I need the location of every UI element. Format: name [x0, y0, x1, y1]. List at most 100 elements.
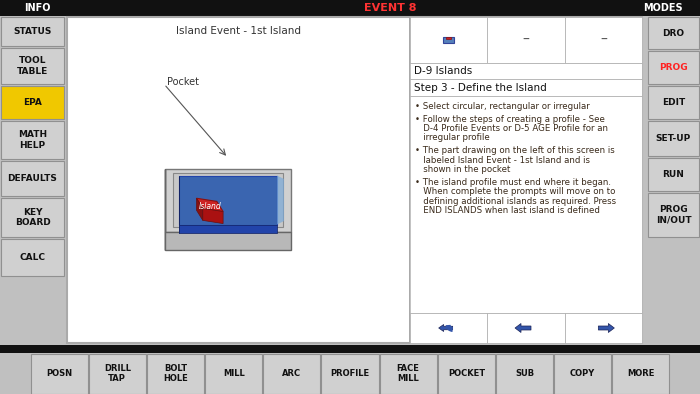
Bar: [1, 198, 64, 237]
Text: FACE
MILL: FACE MILL: [397, 364, 419, 383]
Text: DRO: DRO: [662, 28, 685, 37]
Bar: [670, 353, 700, 394]
Bar: [321, 353, 379, 394]
Text: –: –: [600, 33, 607, 47]
Bar: [410, 313, 642, 343]
Bar: [409, 17, 410, 343]
Bar: [648, 121, 699, 156]
Text: defining additional islands as required. Press: defining additional islands as required.…: [415, 197, 616, 206]
Text: MATH
HELP: MATH HELP: [18, 130, 47, 150]
Text: MORE: MORE: [627, 369, 655, 378]
Text: • Select circular, rectangular or irregular: • Select circular, rectangular or irregu…: [415, 102, 589, 111]
Text: SET-UP: SET-UP: [656, 134, 691, 143]
Bar: [410, 79, 642, 96]
Text: D-9 Islands: D-9 Islands: [414, 66, 473, 76]
Bar: [648, 158, 699, 191]
Text: D-4 Profile Events or D-5 AGE Profile for an: D-4 Profile Events or D-5 AGE Profile fo…: [415, 124, 608, 133]
Text: Island Event - 1st Island: Island Event - 1st Island: [176, 26, 300, 36]
Bar: [410, 313, 487, 343]
Bar: [379, 353, 437, 394]
Bar: [1, 86, 64, 119]
Text: • The island profile must end where it began.: • The island profile must end where it b…: [415, 178, 611, 186]
FancyArrow shape: [598, 323, 615, 333]
Polygon shape: [165, 169, 291, 232]
Text: DRILL
TAP: DRILL TAP: [104, 364, 131, 383]
Text: ARC: ARC: [282, 369, 302, 378]
Polygon shape: [174, 173, 283, 227]
Bar: [648, 86, 699, 119]
Text: EDIT: EDIT: [662, 98, 685, 107]
FancyArrow shape: [515, 323, 531, 333]
Bar: [438, 353, 495, 394]
Bar: [410, 63, 642, 79]
Text: BOLT
HOLE: BOLT HOLE: [163, 364, 188, 383]
Text: POCKET: POCKET: [448, 369, 485, 378]
Polygon shape: [203, 208, 223, 223]
Text: EVENT 8: EVENT 8: [364, 3, 416, 13]
Text: PROG: PROG: [659, 63, 688, 72]
Polygon shape: [179, 225, 277, 232]
Text: labeled Island Event - 1st Island and is: labeled Island Event - 1st Island and is: [415, 156, 590, 165]
Polygon shape: [179, 175, 277, 225]
Bar: [410, 17, 642, 63]
Bar: [1, 48, 64, 84]
Polygon shape: [165, 232, 291, 249]
Text: Island: Island: [198, 202, 221, 211]
Polygon shape: [277, 175, 284, 225]
Bar: [0, 0, 700, 16]
Text: INFO: INFO: [24, 3, 50, 13]
Text: END ISLANDS when last island is defined: END ISLANDS when last island is defined: [415, 206, 600, 215]
Bar: [0, 353, 30, 394]
Bar: [147, 353, 204, 394]
Bar: [648, 17, 699, 49]
Bar: [612, 353, 669, 394]
Text: KEY
BOARD: KEY BOARD: [15, 208, 50, 227]
Bar: [648, 51, 699, 84]
Polygon shape: [197, 198, 203, 220]
Bar: [263, 353, 321, 394]
Bar: [496, 353, 553, 394]
Text: MILL: MILL: [223, 369, 244, 378]
Text: CALC: CALC: [20, 253, 46, 262]
Text: COPY: COPY: [570, 369, 596, 378]
Text: When complete the prompts will move on to: When complete the prompts will move on t…: [415, 187, 615, 196]
Text: MODES: MODES: [643, 3, 682, 13]
Text: PROFILE: PROFILE: [330, 369, 370, 378]
Text: PROG
IN/OUT: PROG IN/OUT: [656, 205, 692, 225]
Text: • Follow the steps of creating a profile - See: • Follow the steps of creating a profile…: [415, 115, 605, 123]
Text: STATUS: STATUS: [13, 27, 52, 36]
Text: Pocket: Pocket: [167, 77, 199, 87]
Bar: [31, 353, 88, 394]
Bar: [1, 239, 64, 276]
Bar: [487, 17, 565, 63]
Text: irregular profile: irregular profile: [415, 134, 490, 143]
Bar: [565, 17, 642, 63]
Polygon shape: [446, 37, 452, 39]
Text: SUB: SUB: [515, 369, 534, 378]
Polygon shape: [443, 37, 454, 43]
Bar: [1, 17, 64, 46]
Bar: [554, 353, 611, 394]
Text: DEFAULTS: DEFAULTS: [8, 174, 57, 183]
Text: • The part drawing on the left of this screen is: • The part drawing on the left of this s…: [415, 146, 615, 155]
Bar: [565, 313, 642, 343]
Bar: [410, 17, 487, 63]
Polygon shape: [197, 198, 223, 212]
Bar: [89, 353, 146, 394]
Text: EPA: EPA: [23, 98, 42, 107]
Bar: [1, 161, 64, 196]
Bar: [487, 313, 565, 343]
Text: RUN: RUN: [663, 170, 685, 179]
Text: –: –: [523, 33, 529, 47]
FancyArrow shape: [439, 325, 453, 331]
Text: shown in the pocket: shown in the pocket: [415, 165, 510, 174]
Bar: [1, 121, 64, 159]
Text: POSN: POSN: [46, 369, 72, 378]
Text: Step 3 - Define the Island: Step 3 - Define the Island: [414, 82, 547, 93]
Bar: [67, 17, 642, 343]
Bar: [648, 193, 699, 237]
Bar: [0, 345, 700, 353]
Bar: [410, 96, 642, 313]
Bar: [205, 353, 262, 394]
Text: TOOL
TABLE: TOOL TABLE: [17, 56, 48, 76]
